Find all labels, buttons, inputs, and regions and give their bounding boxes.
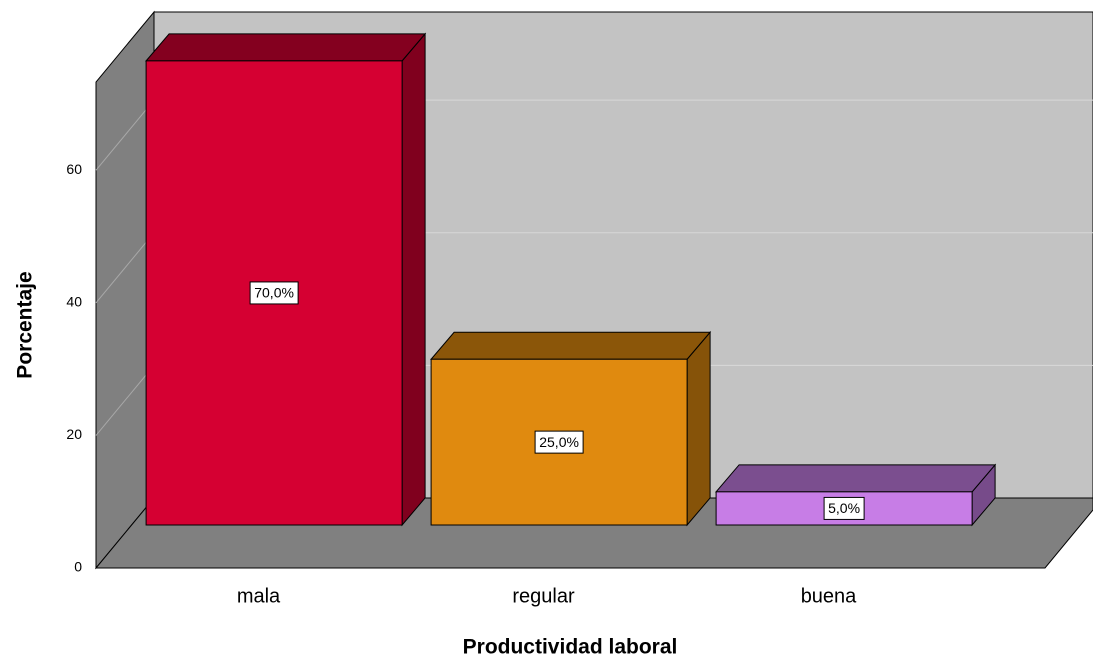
bar <box>430 330 712 527</box>
left-wall <box>95 10 155 570</box>
grid-line <box>95 365 155 436</box>
grid-line <box>95 99 155 171</box>
bar-top <box>430 331 712 360</box>
value-label: 25,0% <box>539 434 579 450</box>
grid-line <box>95 232 155 304</box>
x-tick-label: buena <box>801 585 857 607</box>
bar-top <box>715 464 997 493</box>
value-label-box <box>534 430 584 454</box>
x-tick-label: mala <box>237 585 281 607</box>
bars: 70,0% 25,0% 5,0% <box>145 32 997 527</box>
bar-side <box>401 32 426 527</box>
y-tick-label: 20 <box>66 426 82 442</box>
bar-side <box>686 330 711 527</box>
y-tick-label: 40 <box>66 293 82 309</box>
value-label-box <box>249 281 299 305</box>
bar <box>145 32 427 527</box>
y-tick-label: 60 <box>66 161 82 177</box>
x-axis-title: Productividad laboral <box>463 636 678 659</box>
value-label: 5,0% <box>828 500 860 516</box>
bar-top <box>145 33 427 62</box>
y-axis-title: Porcentaje <box>14 271 37 378</box>
value-label: 70,0% <box>254 285 294 301</box>
y-tick-label: 0 <box>74 559 82 575</box>
x-tick-label: regular <box>512 585 575 607</box>
value-label-box <box>823 496 865 520</box>
